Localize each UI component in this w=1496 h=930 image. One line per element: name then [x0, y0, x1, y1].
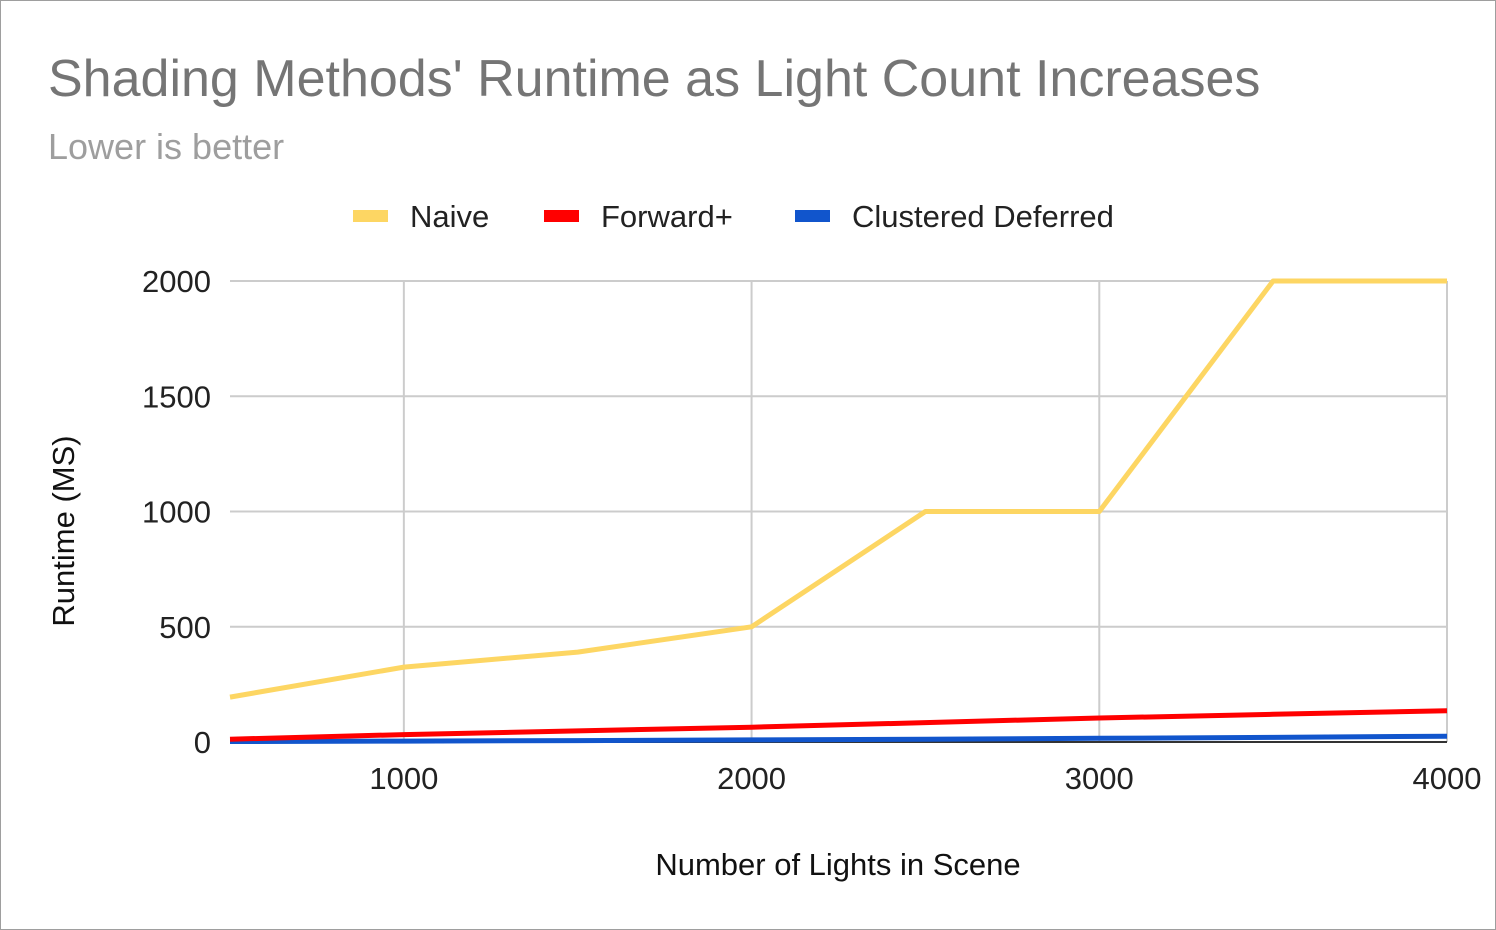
- y-axis-title: Runtime (MS): [46, 435, 81, 626]
- legend-swatch: [795, 210, 830, 222]
- y-tick-label: 1500: [142, 379, 211, 414]
- y-tick-label: 2000: [142, 264, 211, 299]
- legend-item: Clustered Deferred: [795, 199, 1114, 234]
- tick-labels: 0 500 1000 1500 2000 1000 2000 3000 4000: [142, 264, 1481, 796]
- legend-label: Forward+: [601, 199, 733, 234]
- series-line-clustered-deferred: [229, 733, 1448, 744]
- x-tick-label: 4000: [1413, 761, 1482, 796]
- legend-swatch: [544, 210, 579, 222]
- y-tick-label: 0: [194, 725, 211, 760]
- series-line-naive: [229, 278, 1447, 700]
- legend: Naive Forward+ Clustered Deferred: [353, 199, 1114, 234]
- x-tick-label: 1000: [369, 761, 438, 796]
- legend-swatch: [353, 210, 388, 222]
- x-axis-title: Number of Lights in Scene: [655, 847, 1020, 882]
- series-lines: [229, 278, 1448, 744]
- legend-label: Clustered Deferred: [852, 199, 1114, 234]
- y-tick-label: 500: [159, 610, 211, 645]
- series-line-forwardplus: [229, 708, 1448, 742]
- chart-subtitle: Lower is better: [48, 126, 284, 167]
- chart-title: Shading Methods' Runtime as Light Count …: [48, 50, 1260, 108]
- x-tick-label: 3000: [1065, 761, 1134, 796]
- legend-label: Naive: [410, 199, 489, 234]
- y-tick-label: 1000: [142, 495, 211, 530]
- x-tick-label: 2000: [717, 761, 786, 796]
- gridlines: [230, 280, 1448, 743]
- legend-item: Naive: [353, 199, 489, 234]
- legend-item: Forward+: [544, 199, 733, 234]
